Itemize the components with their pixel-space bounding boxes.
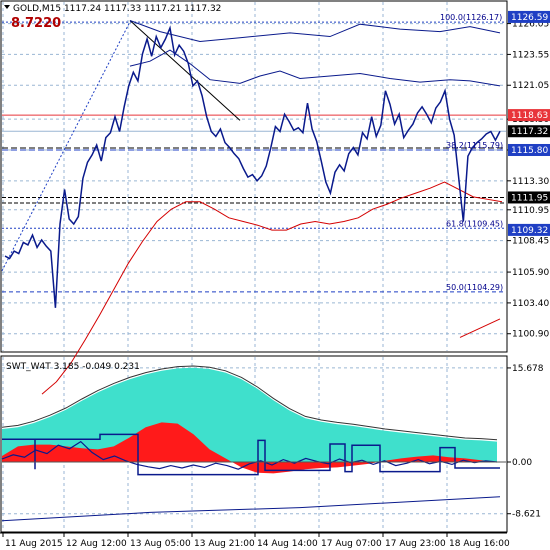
- symbol-line: GOLD,M15 1117.24 1117.33 1117.21 1117.32: [13, 4, 221, 14]
- step-signal-line: [2, 433, 500, 476]
- time-axis: 11 Aug 2015 12 Aug 12:00 13 Aug 05:00 13 Au…: [0, 532, 510, 549]
- indicator-tick-label: -8.621: [512, 510, 541, 520]
- price-label-box: [508, 10, 550, 23]
- cyan-area: [2, 367, 497, 462]
- sub-lower-line: [1, 496, 501, 522]
- price-tick-label: 1108.45: [512, 237, 549, 247]
- indicator-fills: [1, 365, 506, 522]
- price-label-text: 1117.32: [511, 127, 548, 137]
- time-label: 14 Aug 14:00: [257, 539, 318, 549]
- fib-level-label: 50.0(1104.29): [446, 283, 503, 292]
- price-tick-label: 1113.30: [512, 177, 549, 187]
- indicator-value: 8.7220: [11, 16, 61, 31]
- chart-menu-icon[interactable]: [4, 5, 10, 9]
- oscillator-line: [1, 440, 498, 470]
- indicator-tick-label: 15.678: [512, 364, 544, 374]
- price-line: [4, 25, 501, 308]
- price-label-text: 1109.32: [511, 226, 548, 236]
- price-tick-label: 1126.05: [512, 20, 549, 30]
- time-label: 13 Aug 21:00: [194, 539, 255, 549]
- price-tick-label: 1110.95: [512, 206, 549, 216]
- price-tick-label: 1105.90: [512, 268, 549, 278]
- time-label: 18 Aug 16:00: [449, 539, 510, 549]
- price-label-box: [508, 223, 550, 236]
- time-label: 11 Aug 2015: [5, 539, 63, 549]
- fib-level-label: 100.0(1126.17): [440, 13, 502, 22]
- envelope-upper-line: [129, 20, 241, 121]
- fib-level-label: 61.8(1109.45): [446, 219, 503, 228]
- time-label: 17 Aug 07:00: [321, 539, 382, 549]
- fib-labels: 100.0(1126.17) 61.8(1109.45) 50.0(1104.29)…: [440, 13, 503, 292]
- indicator-title: SWT_W4T 3.185 -0.049 0.231: [6, 362, 140, 372]
- price-label-text: 1115.80: [511, 146, 548, 156]
- main-lines: [1, 20, 506, 395]
- time-label: 12 Aug 12:00: [66, 539, 127, 549]
- price-label-text: 1126.59: [511, 13, 548, 23]
- time-label: 13 Aug 05:00: [130, 539, 191, 549]
- sub-upper-line: [1, 365, 498, 441]
- fib-level-label: 38.2(1115.79): [446, 141, 503, 150]
- price-tick-label: 1103.40: [512, 299, 549, 309]
- price-labels: 1126.59 1118.63 1117.32 1115.80 1111.95 1109.…: [508, 10, 550, 236]
- price-label-text: 1111.95: [511, 193, 548, 203]
- price-tick-label: 1121.05: [512, 81, 549, 91]
- envelope-mid-line: [129, 49, 501, 87]
- fib-trend-line: [1, 21, 131, 272]
- price-label-box: [508, 143, 550, 156]
- time-label: 17 Aug 23:00: [385, 539, 446, 549]
- red-ma-tail: [459, 318, 501, 338]
- price-tick-label: 1123.55: [512, 50, 549, 60]
- header: GOLD,M15 1117.24 1117.33 1117.21 1117.32…: [4, 4, 221, 31]
- price-tick-label: 1100.90: [512, 330, 549, 340]
- price-label-box: [508, 125, 550, 138]
- indicator-axis: 15.678 0.00 -8.621: [507, 364, 544, 520]
- red-ma-line: [41, 181, 503, 395]
- price-label-box: [508, 191, 550, 204]
- indicator-tick-label: 0.00: [512, 458, 532, 468]
- price-label-text: 1118.63: [511, 111, 548, 121]
- price-label-box: [508, 109, 550, 122]
- envelope-top-line: [129, 20, 501, 42]
